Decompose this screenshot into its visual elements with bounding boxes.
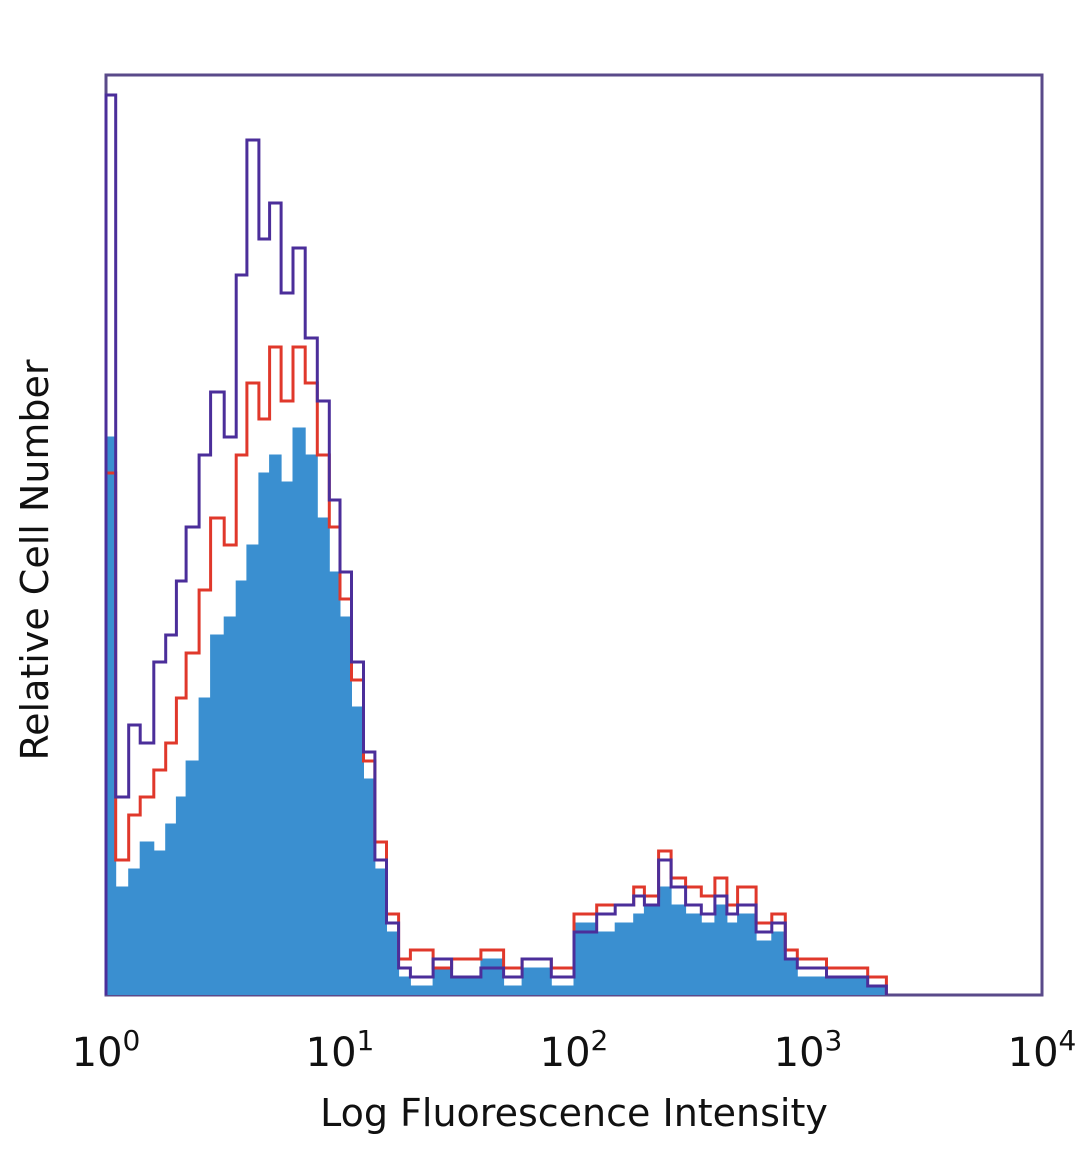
x-tick-label-3: 103 (774, 1024, 843, 1076)
histogram-series-1-filled (105, 427, 887, 995)
x-tick-label-0: 100 (72, 1024, 141, 1076)
histogram-series-3-outline (104, 93, 888, 995)
series-layer (104, 93, 888, 995)
y-axis-title: Relative Cell Number (13, 359, 57, 760)
x-tick-label-4: 104 (1008, 1024, 1077, 1076)
x-tick-label-1: 101 (306, 1024, 375, 1076)
histogram-series-2-outline (104, 345, 888, 995)
x-axis-title: Log Fluorescence Intensity (320, 1091, 828, 1135)
x-axis-ticks: 100 101 102 103 104 (72, 1024, 1077, 1076)
x-tick-label-2: 102 (540, 1024, 609, 1076)
